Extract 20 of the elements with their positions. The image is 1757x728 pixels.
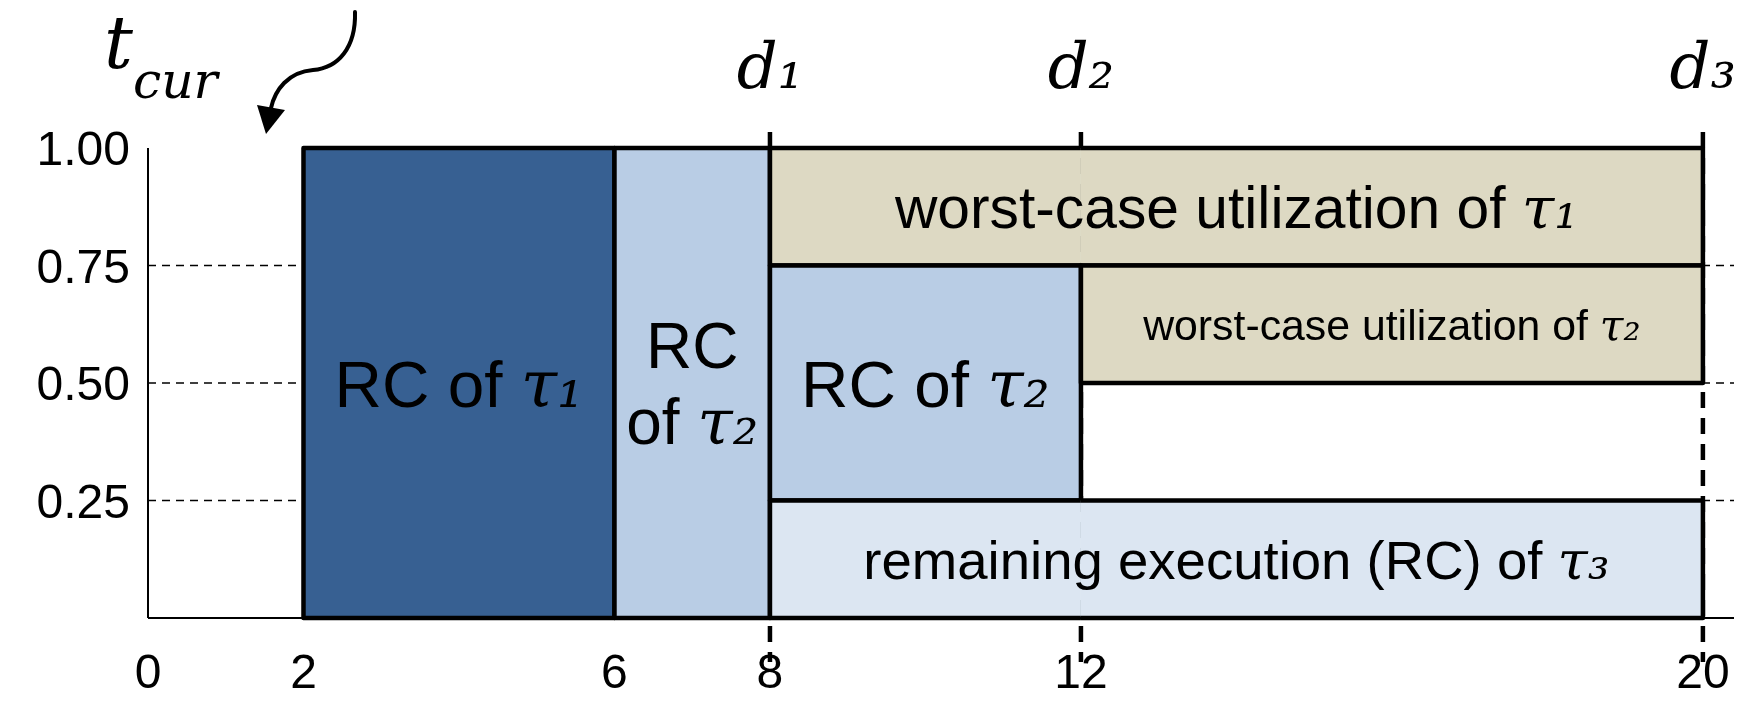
text: t$_{cur}$ — [104, 1, 221, 110]
y-tick-label: 0.75 — [36, 239, 130, 293]
series-label: worst-case utilization of τ₁ — [893, 172, 1578, 242]
series-label: RC of τ₁ — [334, 345, 584, 422]
series-label: RC of τ₂ — [801, 345, 1050, 422]
y-tick-label: 0.50 — [36, 357, 130, 411]
ref-line-label: d₂ — [1047, 29, 1115, 103]
y-tick-label: 1.00 — [36, 122, 130, 176]
ref-line-label: d₁ — [736, 29, 804, 103]
series-label: worst-case utilization of τ₂ — [1142, 299, 1641, 350]
series-label: remaining execution (RC) of τ₃ — [863, 527, 1610, 592]
x-tick-label: 8 — [756, 645, 784, 698]
x-tick-label: 6 — [601, 645, 628, 698]
x-tick-label: 0 — [134, 645, 162, 698]
y-tick-label: 0.25 — [36, 474, 130, 528]
ref-line-label: d₃ — [1669, 29, 1737, 103]
series-label: RC of τ₂ — [626, 309, 759, 460]
x-tick-label: 20 — [1676, 645, 1730, 698]
x-tick-label: 2 — [290, 645, 317, 698]
x-tick-label: 12 — [1054, 645, 1108, 698]
